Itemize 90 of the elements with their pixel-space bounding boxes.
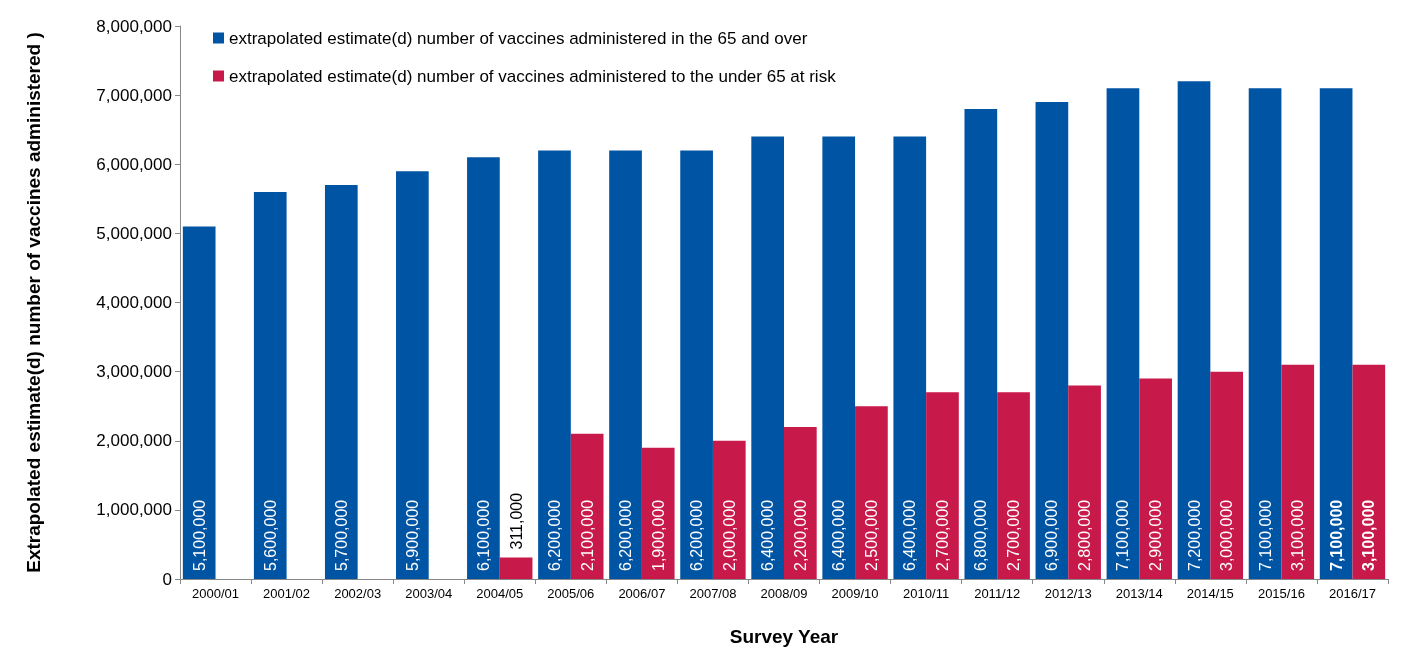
bar (751, 136, 784, 579)
x-tick-label: 2008/09 (760, 586, 808, 601)
data-label: 2,200,000 (791, 499, 809, 571)
bar (680, 150, 713, 579)
y-tick-label: 8,000,000 (96, 16, 172, 36)
data-label: 7,200,000 (1185, 499, 1203, 571)
x-tick-label: 2006/07 (618, 586, 666, 601)
bar (1210, 371, 1244, 579)
bar (964, 108, 998, 579)
x-tick-label: 2002/03 (334, 586, 382, 601)
bar (538, 150, 571, 579)
bar (1319, 88, 1353, 579)
data-label: 6,400,000 (901, 499, 919, 571)
bar (570, 433, 604, 579)
data-label: 6,800,000 (972, 499, 990, 571)
data-label: 5,900,000 (403, 499, 421, 571)
legend-label: extrapolated estimate(d) number of vaccines administered to the under 65 at risk (229, 66, 837, 86)
data-label: 1,900,000 (649, 499, 667, 571)
x-tick-label: 2011/12 (974, 586, 1021, 601)
data-label: 2,700,000 (933, 499, 951, 571)
data-label: 2,000,000 (720, 499, 738, 571)
bar (784, 426, 817, 579)
bar (1248, 88, 1282, 579)
data-label: 2,100,000 (578, 499, 596, 571)
legend-label: extrapolated estimate(d) number of vaccines administered in the 65 and over (229, 28, 808, 48)
x-tick-label: 2003/04 (405, 586, 453, 601)
bar (822, 136, 856, 579)
bar (712, 440, 746, 579)
bar (182, 226, 216, 579)
data-label: 6,200,000 (545, 499, 563, 571)
x-tick-label: 2004/05 (476, 586, 524, 601)
bar (253, 191, 287, 579)
data-label: 6,900,000 (1043, 499, 1061, 571)
data-label: 3,100,000 (1360, 499, 1378, 571)
x-tick-label: 2009/10 (831, 586, 879, 601)
x-tick-label: 2014/15 (1186, 586, 1234, 601)
y-tick-label: 6,000,000 (96, 154, 172, 174)
data-label: 7,100,000 (1114, 499, 1132, 571)
x-tick-label: 2001/02 (263, 586, 311, 601)
data-label: 2,700,000 (1005, 499, 1023, 571)
data-label: 5,600,000 (261, 499, 279, 571)
data-label: 311,000 (507, 492, 525, 550)
bar (1177, 81, 1211, 579)
data-label: 3,100,000 (1289, 499, 1307, 571)
y-axis-title: Extrapolated estimate(d) number of vaccines administered ) (22, 32, 44, 573)
bar (467, 157, 500, 579)
bar (499, 557, 533, 579)
x-tick-label: 2005/06 (547, 586, 595, 601)
x-tick-label: 2000/01 (192, 586, 240, 601)
bar (1106, 88, 1140, 579)
y-tick-label: 4,000,000 (96, 293, 172, 312)
data-label: 6,200,000 (688, 499, 706, 571)
bar (855, 406, 888, 579)
x-axis-title: Survey Year (729, 626, 839, 647)
bar (1035, 102, 1069, 579)
bar (1352, 364, 1386, 579)
x-tick-label: 2010/11 (903, 586, 950, 601)
y-tick-label: 1,000,000 (96, 500, 172, 520)
data-label: 3,000,000 (1218, 499, 1236, 571)
bar (1281, 364, 1315, 579)
x-tick-label: 2013/14 (1115, 586, 1163, 601)
data-label: 2,500,000 (862, 499, 880, 571)
bar (1068, 385, 1101, 579)
bar (926, 392, 959, 579)
bar (997, 392, 1030, 579)
data-label: 5,100,000 (190, 499, 208, 571)
data-label: 6,100,000 (474, 499, 492, 571)
bar (609, 150, 642, 579)
y-tick-label: 3,000,000 (96, 362, 172, 382)
x-tick-label: 2012/13 (1044, 586, 1092, 601)
data-label: 6,400,000 (830, 499, 848, 571)
y-tick-label: 7,000,000 (96, 85, 172, 105)
data-label: 2,800,000 (1076, 499, 1094, 571)
data-label: 6,400,000 (759, 499, 777, 571)
bar (324, 184, 358, 579)
bar (641, 447, 675, 579)
bar (893, 136, 927, 579)
y-tick-label: 2,000,000 (96, 431, 172, 451)
data-label: 2,900,000 (1147, 499, 1165, 571)
bar (396, 171, 429, 579)
x-tick-label: 2016/17 (1328, 586, 1376, 601)
y-tick-label: 0 (162, 569, 172, 589)
bar (1139, 378, 1172, 579)
x-tick-label: 2015/16 (1257, 586, 1305, 601)
data-label: 7,100,000 (1256, 499, 1274, 571)
y-tick-label: 5,000,000 (96, 223, 172, 243)
data-label: 7,100,000 (1327, 499, 1345, 571)
x-tick-label: 2007/08 (689, 586, 737, 601)
data-label: 5,700,000 (332, 499, 350, 571)
data-label: 6,200,000 (617, 499, 635, 571)
